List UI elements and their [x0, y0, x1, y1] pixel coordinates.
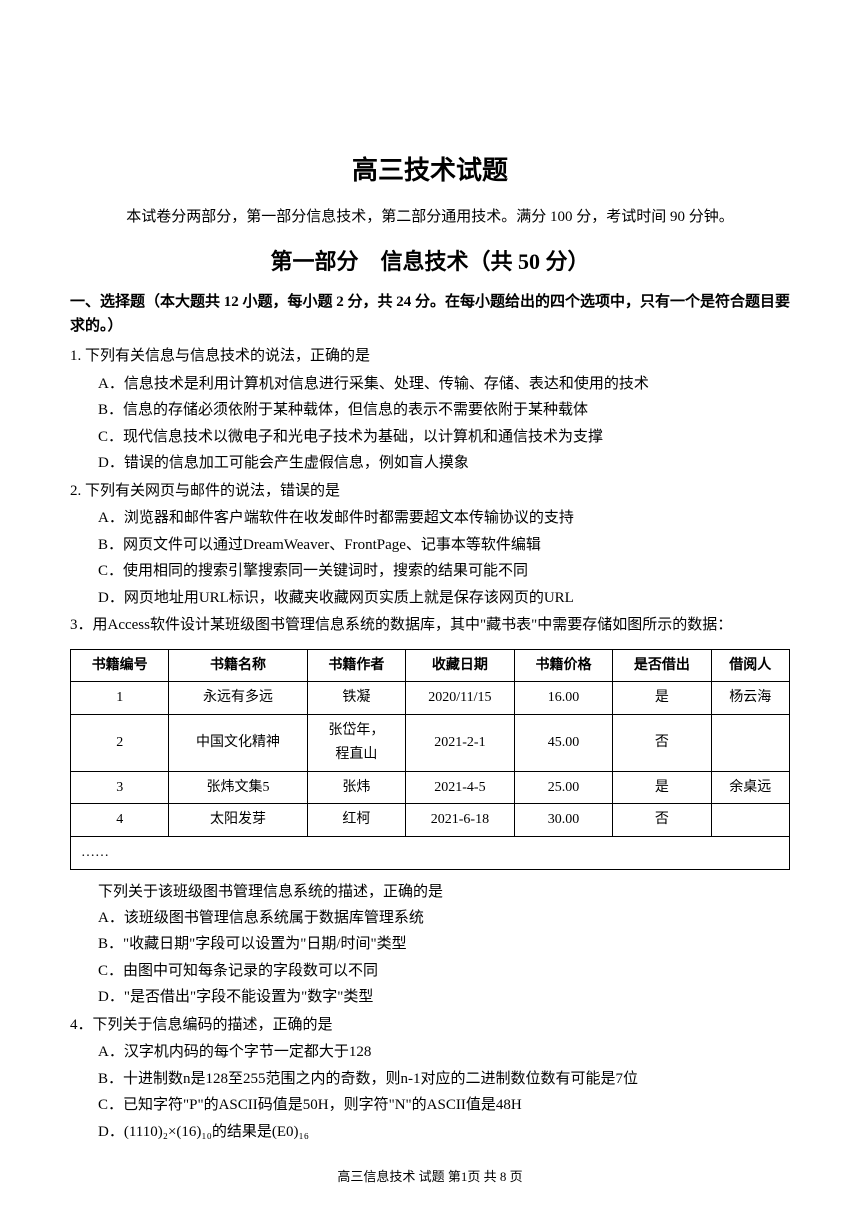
- table-header: 是否借出: [613, 649, 711, 682]
- question-3-text: 3．用Access软件设计某班级图书管理信息系统的数据库，其中"藏书表"中需要存…: [70, 613, 790, 639]
- table-row: 4太阳发芽红柯2021-6-1830.00否: [71, 804, 790, 837]
- table-cell: [711, 804, 789, 837]
- table-cell: 永远有多远: [169, 682, 307, 715]
- question-4: 4．下列关于信息编码的描述，正确的是 A．汉字机内码的每个字节一定都大于128 …: [70, 1013, 790, 1146]
- table-header: 书籍名称: [169, 649, 307, 682]
- table-cell: 铁凝: [307, 682, 405, 715]
- table-header: 书籍作者: [307, 649, 405, 682]
- table-cell: 2021-4-5: [406, 771, 515, 804]
- table-cell: 16.00: [514, 682, 612, 715]
- table-cell: 否: [613, 715, 711, 772]
- table-row: 2中国文化精神张岱年，程直山2021-2-145.00否: [71, 715, 790, 772]
- table-cell: 太阳发芽: [169, 804, 307, 837]
- question-4-option-b: B．十进制数n是128至255范围之内的奇数，则n-1对应的二进制数位数有可能是…: [70, 1067, 790, 1093]
- table-cell: 是: [613, 682, 711, 715]
- question-3-post: 下列关于该班级图书管理信息系统的描述，正确的是: [70, 880, 790, 906]
- table-ellipsis-row: ……: [71, 837, 790, 870]
- question-4-text: 4．下列关于信息编码的描述，正确的是: [70, 1013, 790, 1039]
- section-title: 第一部分 信息技术（共 50 分）: [70, 244, 790, 276]
- question-3-option-b: B．"收藏日期"字段可以设置为"日期/时间"类型: [70, 932, 790, 958]
- table-cell: 1: [71, 682, 169, 715]
- table-cell: 2: [71, 715, 169, 772]
- question-1-text: 1. 下列有关信息与信息技术的说法，正确的是: [70, 344, 790, 370]
- question-1: 1. 下列有关信息与信息技术的说法，正确的是 A．信息技术是利用计算机对信息进行…: [70, 344, 790, 477]
- table-header: 书籍价格: [514, 649, 612, 682]
- table-cell: 2021-2-1: [406, 715, 515, 772]
- table-ellipsis-cell: ……: [71, 837, 790, 870]
- table-row: 1永远有多远铁凝2020/11/1516.00是杨云海: [71, 682, 790, 715]
- table-cell: 否: [613, 804, 711, 837]
- table-cell: 张炜文集5: [169, 771, 307, 804]
- table-header: 借阅人: [711, 649, 789, 682]
- section-instruction: 一、选择题（本大题共 12 小题，每小题 2 分，共 24 分。在每小题给出的四…: [70, 290, 790, 338]
- table-cell: 红柯: [307, 804, 405, 837]
- question-2: 2. 下列有关网页与邮件的说法，错误的是 A．浏览器和邮件客户端软件在收发邮件时…: [70, 479, 790, 612]
- exam-title: 高三技术试题: [70, 150, 790, 187]
- question-1-option-c: C．现代信息技术以微电子和光电子技术为基础，以计算机和通信技术为支撑: [70, 425, 790, 451]
- question-2-option-d: D．网页地址用URL标识，收藏夹收藏网页实质上就是保存该网页的URL: [70, 586, 790, 612]
- page-footer: 高三信息技术 试题 第1页 共 8 页: [0, 1166, 860, 1185]
- question-4-option-c: C．已知字符"P"的ASCII码值是50H，则字符"N"的ASCII值是48H: [70, 1093, 790, 1119]
- table-header: 收藏日期: [406, 649, 515, 682]
- table-cell: 45.00: [514, 715, 612, 772]
- table-header: 书籍编号: [71, 649, 169, 682]
- question-2-option-a: A．浏览器和邮件客户端软件在收发邮件时都需要超文本传输协议的支持: [70, 506, 790, 532]
- table-cell: 张炜: [307, 771, 405, 804]
- table-row: 3张炜文集5张炜2021-4-525.00是余桌远: [71, 771, 790, 804]
- table-cell: 3: [71, 771, 169, 804]
- question-3-option-a: A．该班级图书管理信息系统属于数据库管理系统: [70, 906, 790, 932]
- table-cell: 2021-6-18: [406, 804, 515, 837]
- question-2-option-c: C．使用相同的搜索引擎搜索同一关键词时，搜索的结果可能不同: [70, 559, 790, 585]
- table-cell: [711, 715, 789, 772]
- question-3: 3．用Access软件设计某班级图书管理信息系统的数据库，其中"藏书表"中需要存…: [70, 613, 790, 1011]
- question-1-option-a: A．信息技术是利用计算机对信息进行采集、处理、传输、存储、表达和使用的技术: [70, 372, 790, 398]
- book-table: 书籍编号 书籍名称 书籍作者 收藏日期 书籍价格 是否借出 借阅人 1永远有多远…: [70, 649, 790, 871]
- question-3-option-d: D．"是否借出"字段不能设置为"数字"类型: [70, 985, 790, 1011]
- exam-subtitle: 本试卷分两部分，第一部分信息技术，第二部分通用技术。满分 100 分，考试时间 …: [70, 205, 790, 226]
- question-3-option-c: C．由图中可知每条记录的字段数可以不同: [70, 959, 790, 985]
- question-4-option-a: A．汉字机内码的每个字节一定都大于128: [70, 1040, 790, 1066]
- table-cell: 杨云海: [711, 682, 789, 715]
- question-2-text: 2. 下列有关网页与邮件的说法，错误的是: [70, 479, 790, 505]
- question-1-option-b: B．信息的存储必须依附于某种载体，但信息的表示不需要依附于某种载体: [70, 398, 790, 424]
- question-4-option-d: D．(1110)₂×(16)₁₀的结果是(E0)₁₆: [70, 1120, 790, 1146]
- table-cell: 30.00: [514, 804, 612, 837]
- table-cell: 是: [613, 771, 711, 804]
- table-cell: 4: [71, 804, 169, 837]
- table-cell: 中国文化精神: [169, 715, 307, 772]
- question-1-option-d: D．错误的信息加工可能会产生虚假信息，例如盲人摸象: [70, 451, 790, 477]
- table-cell: 2020/11/15: [406, 682, 515, 715]
- table-cell: 25.00: [514, 771, 612, 804]
- table-cell: 张岱年，程直山: [307, 715, 405, 772]
- question-2-option-b: B．网页文件可以通过DreamWeaver、FrontPage、记事本等软件编辑: [70, 533, 790, 559]
- table-header-row: 书籍编号 书籍名称 书籍作者 收藏日期 书籍价格 是否借出 借阅人: [71, 649, 790, 682]
- table-cell: 余桌远: [711, 771, 789, 804]
